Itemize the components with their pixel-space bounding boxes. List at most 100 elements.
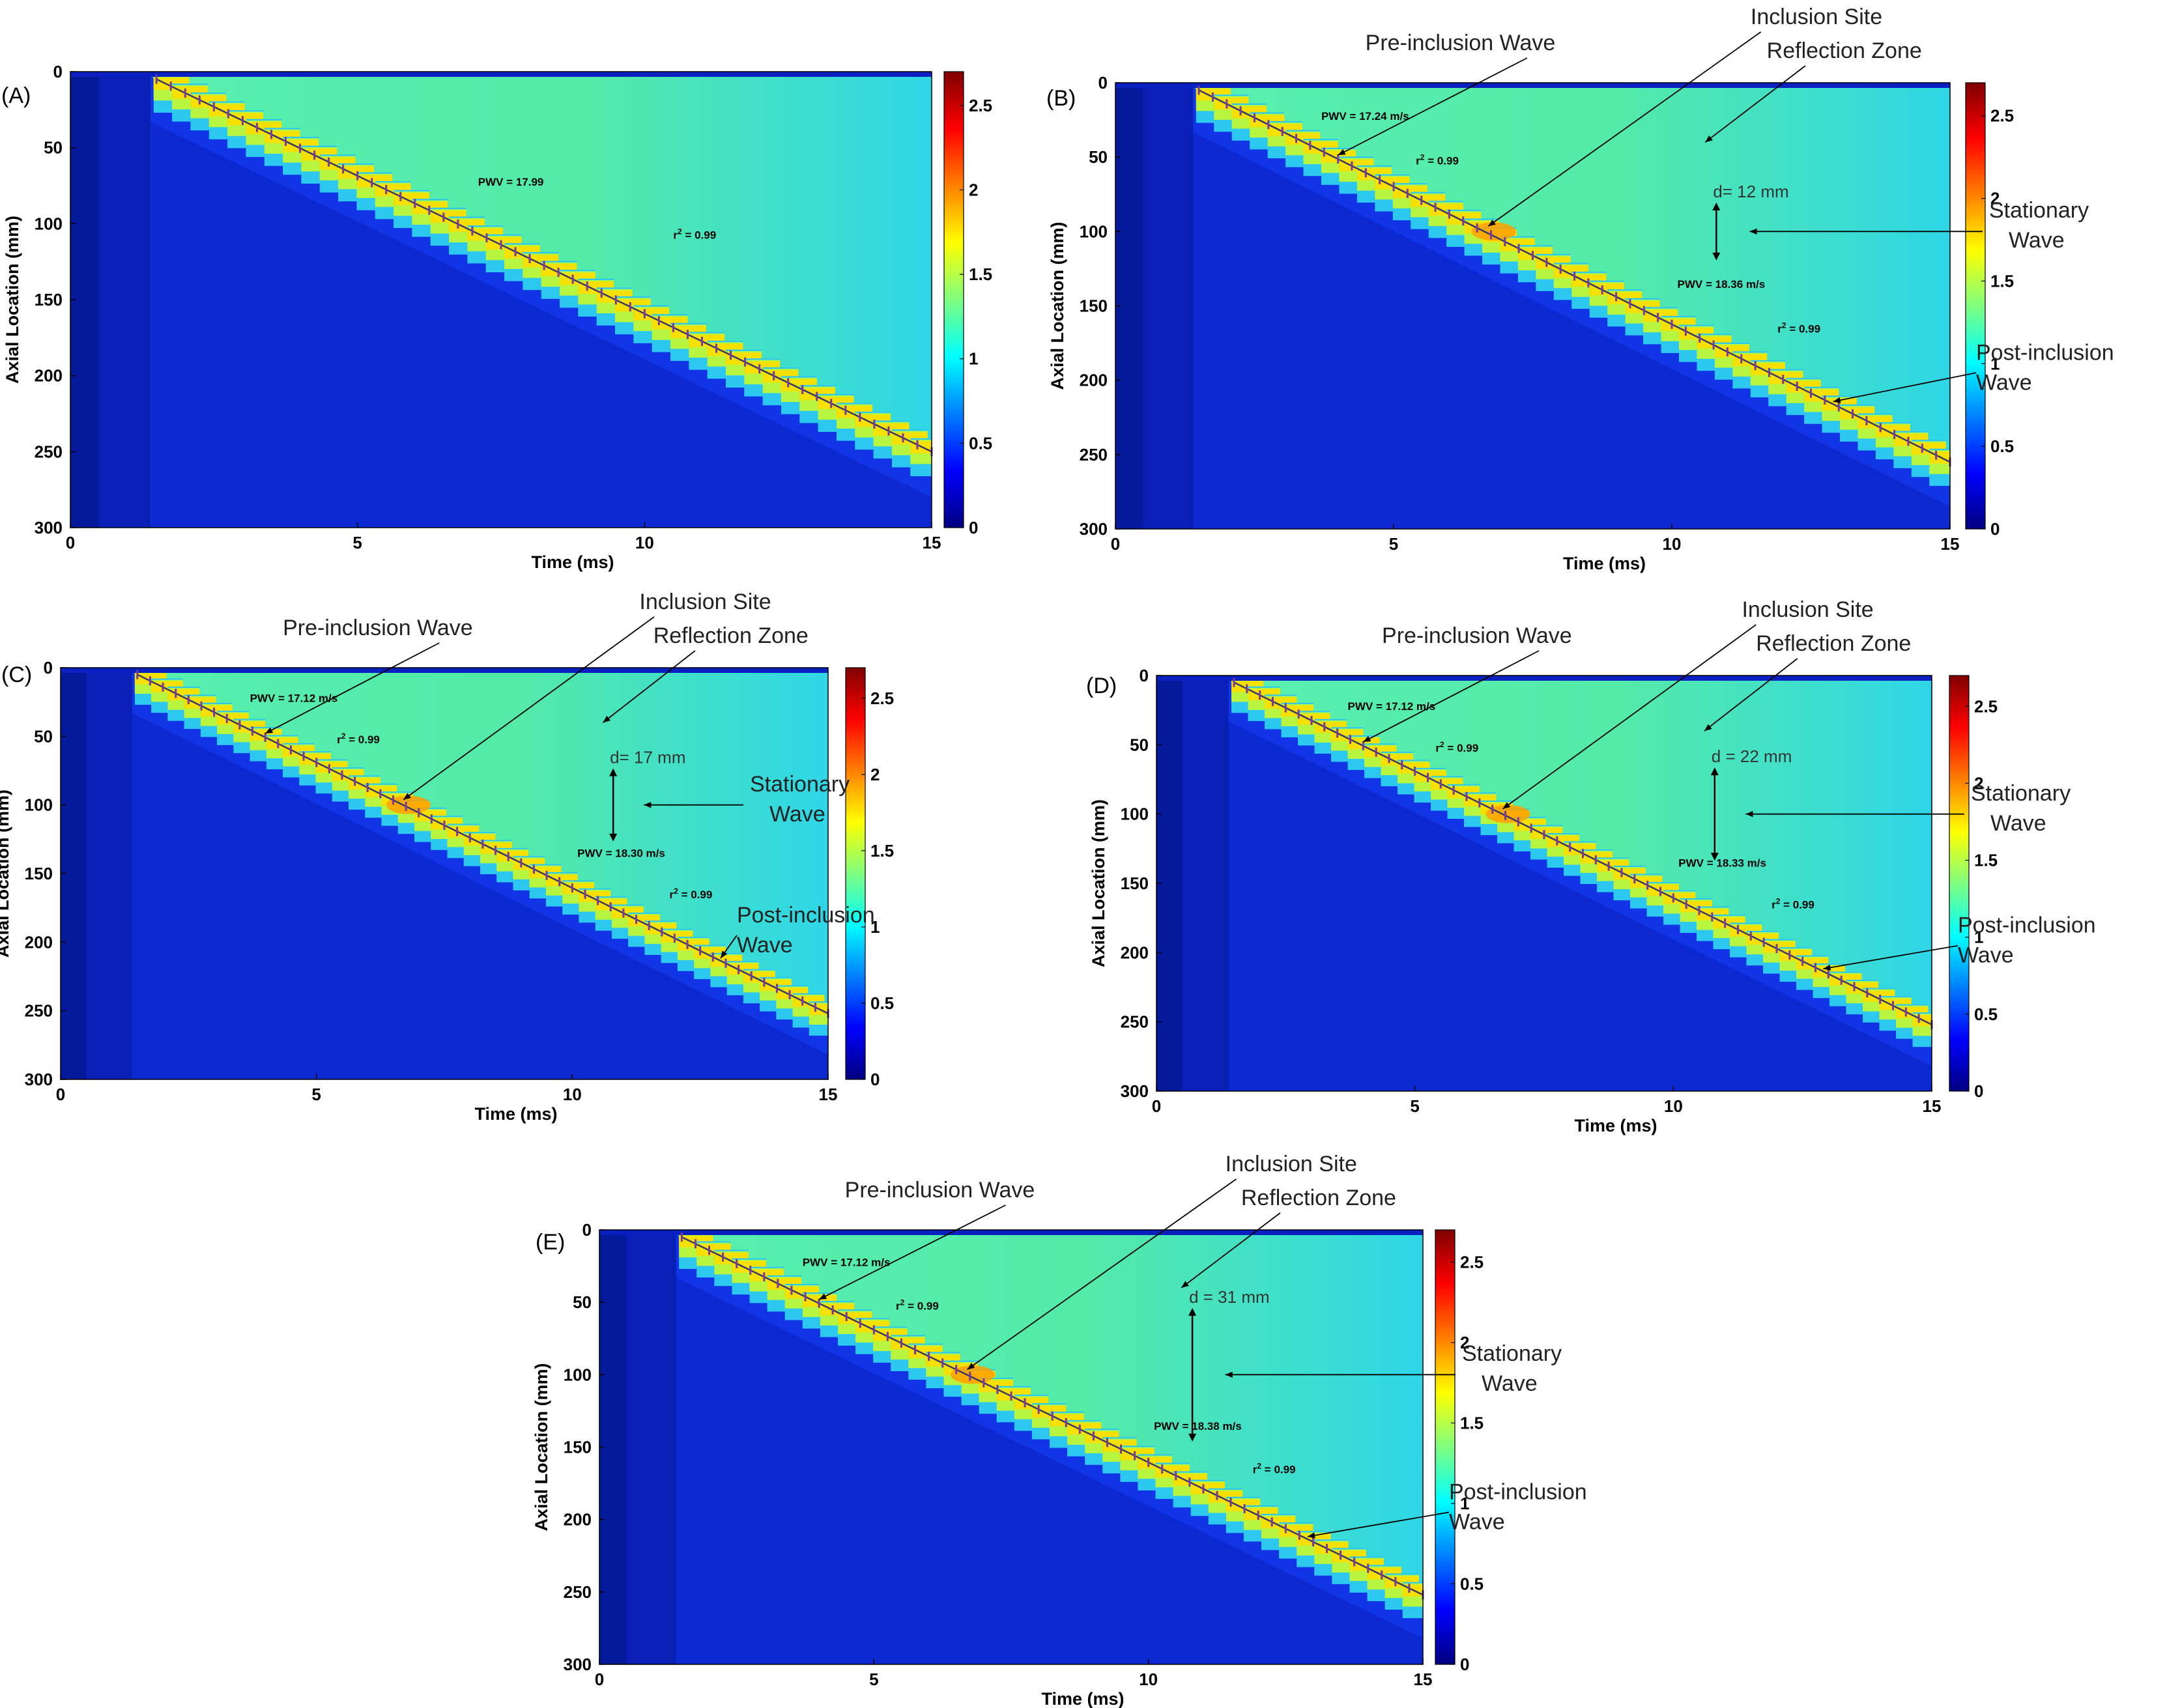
x-tick-label: 10 xyxy=(1664,1096,1683,1116)
x-tick-label: 5 xyxy=(1410,1096,1419,1116)
r2-pre-value: 0.99 xyxy=(1457,742,1478,754)
r2-pre-label: r2 = 0.99 xyxy=(1416,153,1459,167)
y-tick-label: 150 xyxy=(1080,296,1108,316)
y-axis-label: Axial Location (mm) xyxy=(3,216,22,384)
x-axis-label: Time (ms) xyxy=(1563,554,1646,573)
inclusion-site-label: Inclusion Site xyxy=(1226,1152,1357,1176)
panel-label: (B) xyxy=(1046,86,1076,111)
post-inclusion-label-line2: Wave xyxy=(1976,370,2032,395)
pwv-pre-label: PWV = 17.12 m/s xyxy=(803,1257,891,1269)
x-tick-label: 5 xyxy=(311,1085,321,1104)
colorbar-tick-label: 0.5 xyxy=(870,993,894,1013)
y-tick-label: 150 xyxy=(564,1438,592,1457)
colorbar-tick-label: 0 xyxy=(969,518,978,537)
x-tick-label: 5 xyxy=(1389,534,1398,554)
x-tick-label: 15 xyxy=(1414,1670,1433,1689)
x-tick-label: 0 xyxy=(1111,534,1120,554)
r2-post-value: 0.99 xyxy=(691,889,712,901)
stationary-wave-width-label: d = 31 mm xyxy=(1189,1287,1270,1307)
y-tick-label: 0 xyxy=(1140,666,1149,685)
r2-pre-value: 0.99 xyxy=(358,733,380,746)
x-tick-label: 15 xyxy=(923,533,941,552)
pre-inclusion-arrow xyxy=(1362,650,1540,743)
heatmap xyxy=(599,1230,1423,1664)
pwv-post-label: PWV = 18.30 m/s xyxy=(577,847,665,860)
colorbar-tick-label: 0 xyxy=(1460,1655,1469,1674)
pwv-post-label: PWV = 18.36 m/s xyxy=(1678,278,1766,291)
stationary-wave-arrow-head xyxy=(644,801,652,808)
inclusion-site-arrow-head xyxy=(1488,220,1496,227)
pre-inclusion-arrow xyxy=(265,642,440,734)
arrow-head-up xyxy=(1710,767,1719,776)
x-tick-label: 0 xyxy=(1152,1096,1161,1116)
colorbar-tick-label: 2.5 xyxy=(870,689,894,708)
heatmap xyxy=(61,668,828,1079)
x-tick-label: 10 xyxy=(1139,1670,1158,1689)
y-tick-label: 100 xyxy=(564,1365,592,1384)
colorbar-tick-label: 1 xyxy=(1974,928,1983,947)
stationary-wave-width-label: d= 12 mm xyxy=(1713,182,1788,201)
pre-inclusion-arrow-head xyxy=(1338,149,1346,156)
x-tick-label: 10 xyxy=(635,533,654,552)
arrow-head-down xyxy=(609,833,618,842)
inclusion-site-label: Inclusion Site xyxy=(1742,597,1873,622)
r2-pre-value: 0.99 xyxy=(917,1300,939,1312)
y-tick-label: 50 xyxy=(573,1292,592,1312)
stationary-wave-width-label: d= 17 mm xyxy=(610,748,685,767)
y-tick-label: 200 xyxy=(35,366,63,386)
pwv-post-label: PWV = 18.33 m/s xyxy=(1678,857,1766,869)
colorbar xyxy=(1435,1229,1456,1665)
stationary-wave-label-line1: Stationary xyxy=(750,772,850,797)
y-tick-label: 150 xyxy=(1121,874,1149,893)
heatmap-deep-region xyxy=(676,1277,1423,1664)
colorbar-tick-label: 1.5 xyxy=(1460,1413,1484,1432)
colorbar-tick-label: 0.5 xyxy=(1460,1574,1484,1593)
colorbar xyxy=(845,667,866,1080)
reflection-zone-label: Reflection Zone xyxy=(1767,38,1922,63)
stationary-wave-label-line1: Stationary xyxy=(1462,1341,1562,1366)
reflection-zone-arrow-head xyxy=(1705,135,1713,143)
colorbar-tick-label: 2.5 xyxy=(969,96,992,115)
post-inclusion-label-line2: Wave xyxy=(737,933,793,958)
pre-inclusion-wave-label: Pre-inclusion Wave xyxy=(1382,623,1572,648)
post-inclusion-arrow-head xyxy=(1308,1532,1315,1539)
heatmap-top-strip xyxy=(70,72,932,77)
y-tick-label: 50 xyxy=(1089,147,1108,167)
stationary-wave-label-line1: Stationary xyxy=(1989,198,2089,223)
post-inclusion-label-line1: Post-inclusion xyxy=(737,903,875,928)
x-axis-label: Time (ms) xyxy=(474,1104,557,1124)
reflection-zone-arrow xyxy=(602,650,696,723)
y-axis-label: Axial Location (mm) xyxy=(532,1363,551,1531)
reflection-zone-arrow xyxy=(1181,1212,1281,1288)
x-tick-label: 0 xyxy=(595,1670,604,1689)
arrow-head-down xyxy=(1188,1433,1197,1442)
panel-label: (E) xyxy=(536,1230,565,1255)
heatmap-top-strip xyxy=(599,1230,1423,1235)
arrow-head-down xyxy=(1712,252,1721,261)
y-tick-label: 0 xyxy=(582,1220,592,1240)
r2-pre-value: 0.99 xyxy=(1437,155,1459,167)
post-inclusion-arrow-head xyxy=(721,950,728,958)
stationary-wave-label-line2: Wave xyxy=(2009,228,2065,253)
post-inclusion-label-line1: Post-inclusion xyxy=(1976,340,2114,365)
colorbar-tick-label: 1 xyxy=(1460,1494,1469,1513)
heatmap-deep-region xyxy=(1193,132,1950,529)
y-tick-label: 250 xyxy=(1121,1012,1149,1032)
heatmap xyxy=(1156,676,1932,1091)
r2-post-value: 0.99 xyxy=(1793,898,1814,911)
y-tick-label: 150 xyxy=(25,864,53,883)
inclusion-site-arrow xyxy=(967,1178,1237,1371)
colorbar-tick-label: 0.5 xyxy=(1990,436,2014,456)
inclusion-site-label: Inclusion Site xyxy=(1751,5,1882,29)
reflection-zone-arrow-head xyxy=(1181,1281,1189,1288)
y-tick-label: 100 xyxy=(1080,221,1108,241)
arrow-head-up xyxy=(609,768,618,776)
post-inclusion-arrow xyxy=(1823,945,1958,970)
x-axis-label: Time (ms) xyxy=(531,552,614,572)
colorbar-tick-label: 0 xyxy=(870,1070,880,1089)
